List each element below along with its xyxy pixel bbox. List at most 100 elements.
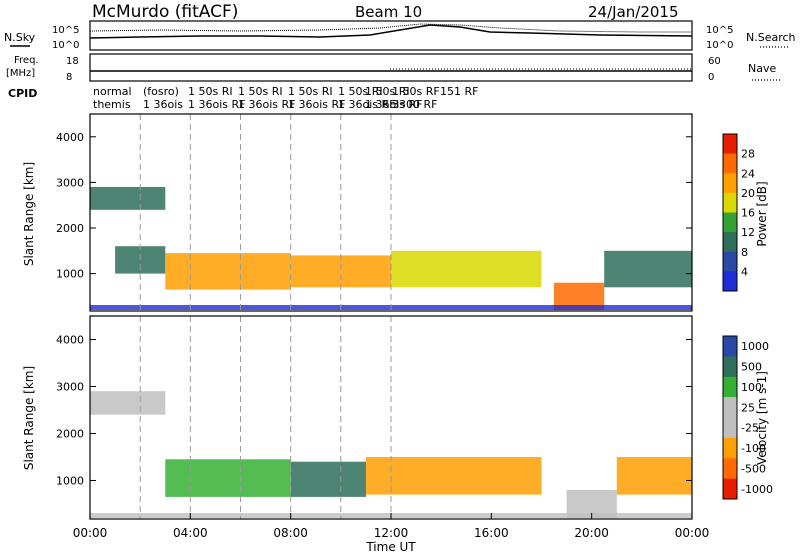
ytick-label: 4000 — [56, 333, 84, 346]
noise-tick-left-top: 10^5 — [52, 25, 79, 36]
beam-title: Beam 10 — [355, 3, 422, 21]
xtick-label: 12:00 — [374, 526, 409, 540]
freq-panel — [89, 53, 693, 82]
cpid-line1-7: 1 50s RF — [392, 85, 440, 98]
velocity-band-1 — [165, 459, 291, 497]
colorbar-swatch — [723, 192, 737, 213]
velocity-band-3 — [365, 457, 542, 495]
xtick-label: 16:00 — [474, 526, 509, 540]
ytick-label: 1000 — [56, 474, 84, 487]
velocity-band-0 — [90, 391, 166, 415]
colorbar-swatch — [723, 251, 737, 272]
velocity-ylabel: Slant Range [km] — [22, 366, 36, 470]
nave-tick-bottom: 0 — [708, 72, 714, 83]
cpid-line2-1: 1 36ois — [143, 98, 183, 111]
colorbar-tick-label: -500 — [741, 462, 766, 475]
colorbar-swatch — [723, 356, 737, 378]
xtick-label: 04:00 — [173, 526, 208, 540]
velocity-yaxis: 1000 2000 3000 4000 — [56, 333, 692, 487]
colorbar-tick-label: 28 — [741, 148, 755, 161]
power-colorbar-label: Power [dB] — [755, 181, 769, 246]
colorbar-swatch — [723, 437, 737, 459]
noise-tick-left-bottom: 10^0 — [52, 40, 79, 51]
xtick-label: 20:00 — [574, 526, 609, 540]
power-ylabel: Slant Range [km] — [22, 162, 36, 266]
nave-label: Nave — [748, 62, 776, 75]
colorbar-swatch — [723, 336, 737, 357]
colorbar-tick-label: 500 — [741, 361, 762, 374]
colorbar-tick-label: 20 — [741, 187, 755, 200]
colorbar-tick-label: 24 — [741, 167, 755, 180]
velocity-colorbar-label: Velocity [m s-1] — [755, 371, 769, 465]
ytick-label: 3000 — [56, 380, 84, 393]
ytick-label: 3000 — [56, 176, 84, 189]
ytick-label: 2000 — [56, 427, 84, 440]
nsky-trace — [89, 24, 693, 39]
nave-tick-top: 60 — [708, 56, 721, 67]
xtick-label: 08:00 — [273, 526, 308, 540]
cpid-line2-7: 3300 RF — [392, 98, 437, 111]
nsearch-trace — [89, 23, 692, 33]
power-colorbar-ticks: 4 8 12 16 20 24 28 — [741, 148, 755, 279]
colorbar-swatch — [723, 134, 737, 155]
cpid-line2-0: themis — [93, 98, 131, 111]
cpid-line1-0: normal — [93, 85, 132, 98]
colorbar-swatch — [723, 458, 737, 480]
colorbar-swatch — [723, 376, 737, 398]
colorbar-tick-label: 100 — [741, 381, 762, 394]
colorbar-swatch — [723, 271, 737, 292]
colorbar-swatch — [723, 212, 737, 233]
colorbar-tick-label: 16 — [741, 207, 755, 220]
colorbar-swatch — [723, 232, 737, 253]
ytick-label: 4000 — [56, 131, 84, 144]
cpid-line2-2: 1 36ois RF — [188, 98, 245, 111]
freq-label-1: Freq. — [14, 55, 39, 66]
date-title: 24/Jan/2015 — [588, 3, 679, 21]
freq-label-2: [MHz] — [6, 68, 35, 79]
power-band-0 — [90, 187, 166, 210]
power-band-3 — [290, 255, 391, 288]
cpid-line1-2: 1 50s RI — [188, 85, 233, 98]
colorbar-tick-label: 1000 — [741, 340, 769, 353]
velocity-colorbar-ticks: 1000 500 100 25 -25 -100 -500 -1000 — [741, 340, 773, 496]
cpid-line1-6: 1 50s RI — [365, 85, 410, 98]
cpid-line2-4: 1 36ois RF — [288, 98, 345, 111]
station-title: McMurdo (fitACF) — [92, 2, 238, 22]
power-data — [90, 114, 692, 311]
power-band-4 — [391, 250, 542, 288]
freq-tick-top: 18 — [66, 56, 79, 67]
colorbar-swatch — [723, 417, 737, 439]
cpid-line1-5: 1 50s RI — [338, 85, 383, 98]
colorbar-swatch — [723, 478, 737, 500]
cpid-line1-4: 1 50s RI — [288, 85, 333, 98]
nsearch-label: N.Search — [746, 31, 796, 44]
cpid-line1-8: 151 RF — [440, 85, 478, 98]
colorbar-tick-label: 12 — [741, 226, 755, 239]
time-axis: 00:00 04:00 08:00 12:00 16:00 20:00 00:00 — [73, 513, 710, 540]
power-panel — [89, 113, 693, 312]
colorbar-frame — [722, 133, 738, 292]
xtick-label: 00:00 — [73, 526, 108, 540]
power-yaxis: 1000 2000 3000 4000 — [56, 131, 692, 281]
colorbar-swatch — [723, 397, 737, 418]
colorbar-swatch — [723, 153, 737, 174]
cpid-row: normal (fosro) 1 50s RI 1 50s RI 1 50s R… — [93, 85, 478, 111]
power-band-6 — [604, 250, 692, 288]
noise-tick-right-top: 10^5 — [706, 25, 733, 36]
colorbar-tick-label: 25 — [741, 401, 755, 414]
xtick-label: 00:00 — [675, 526, 710, 540]
freq-tick-bottom: 8 — [66, 72, 72, 83]
time-axis-label: Time UT — [365, 540, 416, 554]
colorbar-tick-label: -100 — [741, 442, 766, 455]
ytick-label: 1000 — [56, 268, 84, 281]
cpid-line2-5: 1 36ois RF — [338, 98, 395, 111]
nsky-label: N.Sky — [4, 31, 36, 44]
power-band-2 — [165, 253, 291, 290]
colorbar-tick-label: -1000 — [741, 483, 773, 496]
velocity-band-5 — [616, 457, 693, 495]
cpid-line1-3: 1 50s RI — [238, 85, 283, 98]
power-colorbar — [722, 133, 738, 292]
colorbar-tick-label: 8 — [741, 246, 748, 259]
ytick-label: 2000 — [56, 222, 84, 235]
